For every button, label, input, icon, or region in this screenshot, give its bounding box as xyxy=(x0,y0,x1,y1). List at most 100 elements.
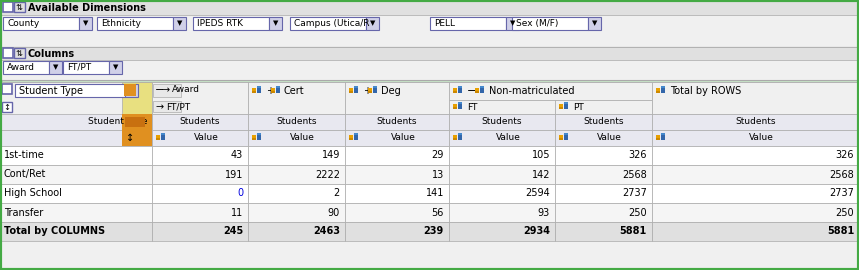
Text: Award: Award xyxy=(7,63,35,72)
Bar xyxy=(373,88,377,93)
Bar xyxy=(652,114,859,130)
Bar xyxy=(449,184,555,203)
Text: 326: 326 xyxy=(629,150,647,160)
Text: 326: 326 xyxy=(836,150,854,160)
Bar xyxy=(345,203,449,222)
Text: 2594: 2594 xyxy=(525,188,550,198)
Bar xyxy=(661,133,665,137)
Bar xyxy=(79,17,92,30)
Text: ⇅: ⇅ xyxy=(15,2,22,12)
Bar xyxy=(0,146,152,165)
Text: ▼: ▼ xyxy=(113,65,119,70)
Bar xyxy=(564,135,568,140)
Text: 2463: 2463 xyxy=(313,227,340,237)
Bar xyxy=(248,146,345,165)
Bar xyxy=(2,102,12,112)
Text: Sex (M/F): Sex (M/F) xyxy=(516,19,558,28)
Text: ▼: ▼ xyxy=(509,21,515,26)
Bar xyxy=(269,17,282,30)
Bar xyxy=(475,88,479,93)
Bar xyxy=(559,135,563,140)
Bar xyxy=(449,130,555,146)
Bar xyxy=(0,184,152,203)
Text: 2737: 2737 xyxy=(622,188,647,198)
Bar xyxy=(248,114,345,130)
Text: +: + xyxy=(363,86,371,96)
Text: 1st-time: 1st-time xyxy=(4,150,45,160)
Text: Columns: Columns xyxy=(28,49,75,59)
Bar xyxy=(661,86,665,90)
Text: Student Type: Student Type xyxy=(88,117,148,127)
Text: 2568: 2568 xyxy=(622,170,647,180)
Bar xyxy=(63,61,109,74)
Bar xyxy=(354,88,358,93)
Text: 5881: 5881 xyxy=(826,227,854,237)
Bar xyxy=(345,222,449,241)
Text: High School: High School xyxy=(4,188,62,198)
Bar xyxy=(276,88,280,93)
Bar xyxy=(555,184,652,203)
Bar xyxy=(193,17,269,30)
Bar xyxy=(122,114,152,146)
Bar xyxy=(248,203,345,222)
Bar xyxy=(1,47,858,60)
Bar xyxy=(480,86,484,90)
Bar xyxy=(125,84,138,97)
Bar xyxy=(458,104,462,109)
Bar xyxy=(368,91,372,93)
Bar xyxy=(555,165,652,184)
Bar xyxy=(349,138,353,140)
Text: PELL: PELL xyxy=(434,19,455,28)
Bar xyxy=(345,82,449,114)
Text: Students: Students xyxy=(482,117,522,127)
Bar xyxy=(656,88,660,93)
Bar xyxy=(173,17,186,30)
Text: Total by ROWS: Total by ROWS xyxy=(670,86,741,96)
Text: FT/PT: FT/PT xyxy=(67,63,91,72)
Bar xyxy=(656,135,660,140)
Bar xyxy=(2,84,12,94)
Text: Students: Students xyxy=(377,117,417,127)
Text: PT: PT xyxy=(573,103,584,112)
Bar xyxy=(290,17,366,30)
Bar xyxy=(161,135,165,140)
Bar xyxy=(480,88,484,93)
Bar xyxy=(555,203,652,222)
Text: ▼: ▼ xyxy=(52,65,58,70)
Bar xyxy=(0,114,152,130)
Text: 149: 149 xyxy=(321,150,340,160)
Text: Cont/Ret: Cont/Ret xyxy=(4,170,46,180)
Bar xyxy=(3,2,13,12)
Bar xyxy=(0,82,152,146)
Bar xyxy=(109,61,122,74)
Bar xyxy=(588,17,601,30)
Bar xyxy=(252,135,256,140)
Bar xyxy=(0,222,152,241)
Bar xyxy=(449,82,652,100)
Text: 43: 43 xyxy=(231,150,243,160)
Text: 142: 142 xyxy=(532,170,550,180)
Text: Value: Value xyxy=(290,133,315,143)
Bar xyxy=(349,88,353,93)
Text: Total by COLUMNS: Total by COLUMNS xyxy=(4,227,105,237)
Bar xyxy=(559,104,563,109)
Bar xyxy=(345,114,449,130)
Text: 2222: 2222 xyxy=(315,170,340,180)
Text: 250: 250 xyxy=(629,208,647,218)
Bar xyxy=(652,203,859,222)
Bar xyxy=(1,1,858,15)
Bar xyxy=(257,88,261,93)
Bar xyxy=(3,48,13,58)
Bar xyxy=(152,82,248,114)
Text: ↕: ↕ xyxy=(126,133,134,143)
Text: ↕: ↕ xyxy=(3,103,10,112)
Bar xyxy=(449,114,555,130)
Bar xyxy=(252,138,256,140)
Bar xyxy=(0,130,152,146)
Text: Campus (Utica/R: Campus (Utica/R xyxy=(294,19,369,28)
Text: ▼: ▼ xyxy=(592,21,597,26)
Text: 245: 245 xyxy=(222,227,243,237)
Bar xyxy=(453,91,457,93)
Text: →: → xyxy=(155,102,163,112)
Text: Value: Value xyxy=(391,133,416,143)
